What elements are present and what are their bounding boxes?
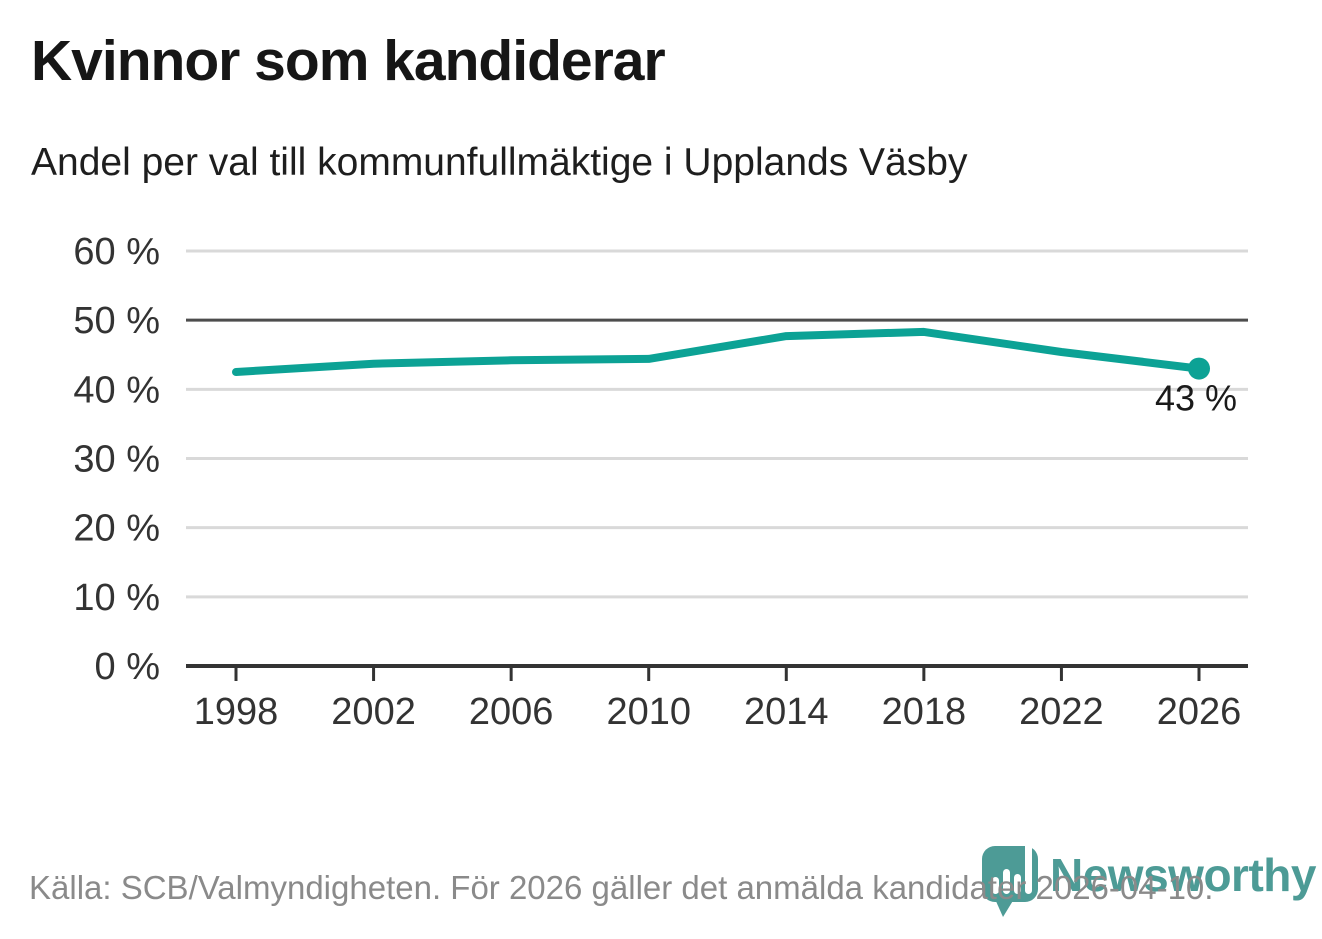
x-tick-label: 1998	[194, 691, 279, 733]
y-tick-label: 0 %	[95, 646, 160, 688]
y-tick-label: 60 %	[73, 231, 160, 273]
y-tick-label: 30 %	[73, 439, 160, 481]
x-tick-label: 2010	[606, 691, 691, 733]
x-tick-label: 2014	[744, 691, 829, 733]
newsworthy-pin-barchart-icon	[982, 842, 1038, 917]
y-tick-label: 40 %	[73, 369, 160, 411]
end-point-marker	[1188, 357, 1210, 380]
x-tick-label: 2002	[331, 691, 416, 733]
chart-title: Kvinnor som kandiderar	[31, 29, 666, 93]
source-note: Källa: SCB/Valmyndigheten. För 2026 gäll…	[29, 869, 1214, 906]
newsworthy-logo: Newsworthy	[981, 841, 1316, 919]
y-tick-label: 10 %	[73, 577, 160, 619]
x-tick-label: 2006	[469, 691, 554, 733]
y-tick-label: 20 %	[73, 508, 160, 550]
x-tick-label: 2022	[1019, 691, 1104, 733]
data-line	[232, 327, 1203, 376]
x-tick-label: 2018	[882, 691, 967, 733]
newsworthy-logo-text: Newsworthy	[1050, 849, 1316, 901]
end-value-label: 43 %	[1155, 378, 1237, 419]
y-tick-label: 50 %	[73, 300, 160, 342]
chart-subtitle: Andel per val till kommunfullmäktige i U…	[31, 141, 968, 184]
x-tick-label: 2026	[1157, 691, 1242, 733]
